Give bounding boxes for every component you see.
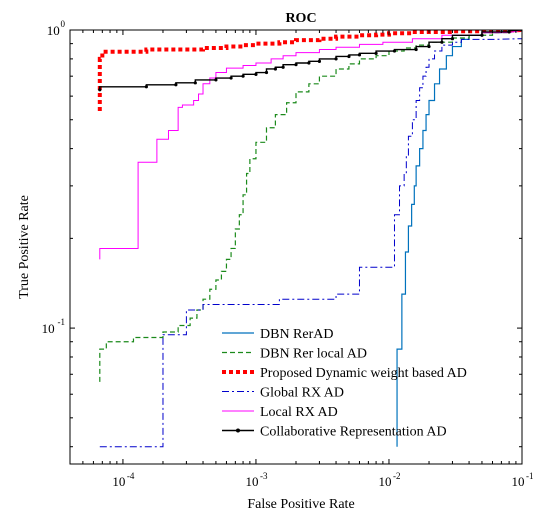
series-marker (229, 76, 233, 80)
series-marker (174, 83, 178, 87)
x-tick-label-exponent: -4 (127, 471, 135, 481)
series-marker (273, 67, 277, 71)
legend-entry-label: DBN Rer local AD (260, 347, 367, 362)
y-tick-label: 10 (47, 23, 60, 38)
legend-entry-label: Proposed Dynamic weight based AD (260, 366, 467, 381)
series-marker (193, 81, 197, 85)
series-marker (450, 37, 455, 41)
x-axis-label: False Positive Rate (247, 497, 354, 512)
series-marker (294, 63, 298, 67)
series-marker (214, 78, 218, 82)
series-marker (414, 47, 418, 52)
y-tick-label: 10 (42, 321, 55, 336)
x-tick-label: 10 (378, 474, 391, 489)
series-marker (480, 33, 484, 37)
series-marker (264, 70, 269, 75)
series-marker (357, 53, 362, 57)
x-tick-label-exponent: -2 (393, 471, 401, 481)
series-line-2 (99, 30, 522, 382)
x-tick-label: 10 (112, 474, 125, 489)
x-tick-label-exponent: -3 (260, 471, 268, 481)
legend-entry-label: Local RX AD (260, 405, 338, 420)
legend: DBN RerAD DBN Rer local AD Proposed Dynami… (222, 327, 467, 440)
series-line-4 (99, 38, 522, 448)
series-marker (317, 59, 322, 63)
legend-entry-label: DBN RerAD (260, 327, 334, 342)
series-line-3 (97, 30, 522, 111)
series-marker (392, 49, 397, 53)
y-tick-label-exponent: -1 (58, 317, 66, 327)
y-tick-label-exponent: 0 (61, 19, 66, 29)
series-marker (440, 40, 444, 44)
series-marker (427, 44, 431, 49)
legend-entry-label: Global RX AD (260, 386, 344, 401)
chart-title: ROC (285, 11, 316, 26)
y-axis-label: True Positive Rate (17, 195, 32, 299)
legend-marker (236, 428, 240, 433)
series-marker (241, 74, 245, 78)
series-marker (98, 88, 102, 92)
x-tick-label-exponent: -1 (526, 471, 533, 481)
series-marker (144, 85, 148, 89)
series-marker (347, 54, 351, 59)
series-marker (374, 51, 378, 55)
series-marker (307, 61, 311, 65)
x-tick-label: 10 (512, 474, 525, 489)
series-marker (281, 65, 285, 69)
series-marker (254, 72, 258, 76)
series-marker (334, 57, 338, 61)
x-tick-label: 10 (245, 474, 258, 489)
legend-entry-label: Collaborative Representation AD (260, 425, 447, 440)
series-line-5 (99, 30, 522, 260)
